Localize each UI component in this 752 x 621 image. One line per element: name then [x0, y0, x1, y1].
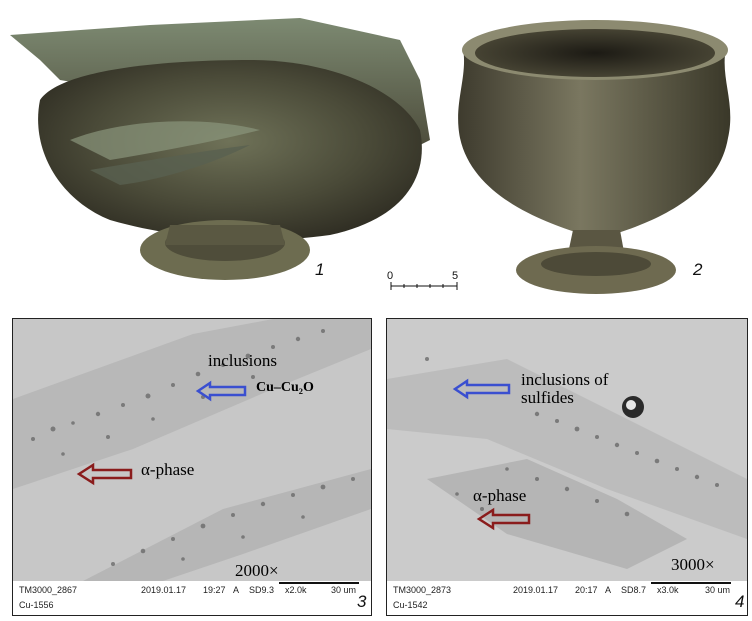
zoom-3: x2.0k	[285, 585, 307, 595]
blue-arrow-4	[452, 378, 511, 400]
scale-bar: 0 5	[385, 270, 465, 294]
mode-4: A	[605, 585, 612, 595]
panel-label-4: 4	[735, 592, 745, 611]
zoom-4: x3.0k	[657, 585, 679, 595]
inclusions-formula-3: Cu–Cu₂O	[256, 380, 314, 395]
image-id-3: TM3000_2867	[19, 585, 78, 595]
sample-id-3: Cu-1556	[19, 600, 54, 610]
panel-label-2: 2	[693, 260, 703, 279]
alpha-phase-label-4: α-phase	[473, 486, 527, 505]
sem-3-micrograph	[13, 319, 371, 581]
blue-arrow-3	[195, 380, 247, 402]
vessel-1-image	[10, 18, 430, 280]
scale-ruler	[390, 282, 458, 290]
panel-label-3: 3	[357, 592, 367, 611]
panel-label-1: 1	[315, 260, 325, 279]
sem-3-footer: TM3000_2867 2019.01.17 19:27 A SD9.3 x2.…	[13, 581, 371, 615]
alpha-phase-label-3: α-phase	[141, 460, 195, 479]
date-3: 2019.01.17	[141, 585, 187, 595]
red-arrow-4	[476, 507, 531, 531]
mode-3: A	[233, 585, 240, 595]
inclusions-label-4: inclusions of sulfides	[521, 370, 609, 407]
sem-4-footer: TM3000_2873 2019.01.17 20:17 A SD8.7 x3.…	[387, 581, 747, 615]
scalebar-label-3: 30 um	[331, 585, 357, 595]
scalebar-label-4: 30 um	[705, 585, 731, 595]
sem-image-4: inclusions of sulfides α-phase 3000× TM3…	[386, 318, 748, 616]
magnification-4: 3000×	[671, 555, 715, 574]
date-4: 2019.01.17	[513, 585, 559, 595]
vessel-1-photo: 1	[0, 0, 440, 300]
scale-start-label: 0	[387, 270, 394, 282]
time-3: 19:27	[203, 585, 226, 595]
sem-image-3: inclusions Cu–Cu₂O α-phase 2000× TM3000_…	[12, 318, 372, 616]
sample-id-4: Cu-1542	[393, 600, 428, 610]
image-id-4: TM3000_2873	[393, 585, 452, 595]
detector-4: SD8.7	[621, 585, 647, 595]
inclusions-label-3: inclusions	[208, 351, 277, 370]
scale-end-label: 5	[452, 270, 459, 282]
vessel-2-image	[458, 20, 731, 294]
scalebar-line-4	[651, 582, 731, 584]
scalebar-line-3	[279, 582, 359, 584]
magnification-3: 2000×	[235, 561, 279, 580]
vessel-2-photo: 2	[448, 8, 748, 303]
detector-3: SD9.3	[249, 585, 275, 595]
red-arrow-3	[76, 462, 133, 486]
time-4: 20:17	[575, 585, 598, 595]
sem-4-micrograph	[387, 319, 747, 581]
